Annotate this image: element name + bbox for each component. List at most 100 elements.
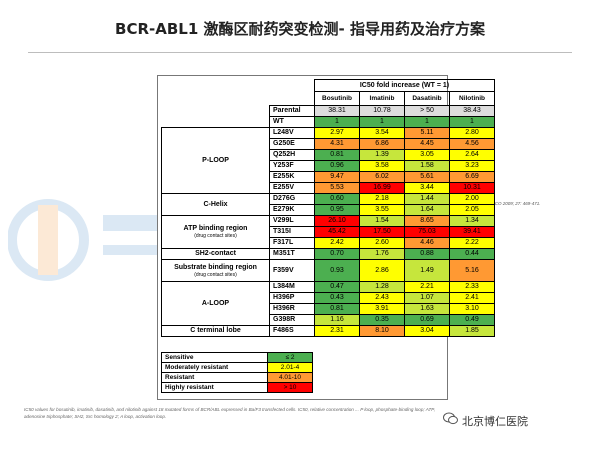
ic50-value: 2.86 <box>359 259 405 282</box>
ic50-value: 2.21 <box>404 281 450 293</box>
legend-row: Sensitive ≤ 2 <box>161 352 313 363</box>
ic50-value: 2.64 <box>449 149 495 161</box>
parental-value: 10.78 <box>359 105 405 117</box>
table-row: ATP binding region (drug contact sites) V2… <box>161 215 495 249</box>
ic50-value: 4.56 <box>449 138 495 150</box>
ic50-value: 5.11 <box>404 127 450 139</box>
region-label: P-LOOP <box>161 127 270 194</box>
ic50-value: 3.55 <box>359 204 405 216</box>
table-row: C terminal lobe F486S 2.31 8.10 3.04 1.85 <box>161 325 495 337</box>
ic50-value: 5.53 <box>314 182 360 194</box>
brand-label: 北京博仁医院 <box>462 415 528 428</box>
legend-label: Moderately resistant <box>161 362 268 373</box>
ic50-table: IC50 fold increase (WT = 1) Bosutinib Imat… <box>161 79 495 337</box>
ic50-value: 2.05 <box>449 204 495 216</box>
ic50-value: 4.46 <box>404 237 450 249</box>
drug-header-row: Bosutinib Imatinib Dasatinib Nilotinib <box>162 91 495 106</box>
ic50-value: 0.44 <box>449 248 495 260</box>
ic50-value: 1.07 <box>404 292 450 304</box>
legend-label: Highly resistant <box>161 382 268 393</box>
drug-header: Bosutinib <box>314 91 360 106</box>
ic50-value: 1.28 <box>359 281 405 293</box>
legend-row: Resistant 4.01-10 <box>161 372 313 383</box>
mutation-label: Q252H <box>269 149 315 161</box>
ic50-value: 2.00 <box>449 193 495 205</box>
ic50-value: 39.41 <box>449 226 495 238</box>
mutation-label: E279K <box>269 204 315 216</box>
ic50-value: 16.99 <box>359 182 405 194</box>
mutation-label: T315I <box>269 226 315 238</box>
table-row: WT 1 1 1 1 <box>162 116 495 128</box>
ic50-value: 3.04 <box>404 325 450 337</box>
ic50-value: 0.81 <box>314 303 360 315</box>
parental-row: Parental 38.31 10.78 > 50 38.43 <box>162 105 495 117</box>
parental-value: > 50 <box>404 105 450 117</box>
ic50-value: 2.41 <box>449 292 495 304</box>
header-blank <box>162 80 315 92</box>
mutation-label: G250E <box>269 138 315 150</box>
ic50-value: 5.61 <box>404 171 450 183</box>
table-row: F317L 2.42 2.60 4.46 2.22 <box>162 237 495 249</box>
legend-value: > 10 <box>267 382 313 393</box>
ic50-value: 75.03 <box>404 226 450 238</box>
ic50-value: 1 <box>314 116 360 128</box>
header-row: IC50 fold increase (WT = 1) <box>162 79 495 92</box>
table-row: T315I 45.42 17.50 75.03 39.41 <box>162 226 495 238</box>
ic50-value: 3.23 <box>449 160 495 172</box>
mutation-label: G398R <box>269 314 315 326</box>
ic50-value: 26.10 <box>314 215 360 227</box>
footnote: IC50 values for bosutinib, imatinib, das… <box>24 407 436 419</box>
legend-label: Sensitive <box>161 352 268 363</box>
ic50-value: 2.97 <box>314 127 360 139</box>
legend-value: ≤ 2 <box>267 352 313 363</box>
ic50-value: 6.69 <box>449 171 495 183</box>
ic50-value: 2.80 <box>449 127 495 139</box>
ic50-value: 3.54 <box>359 127 405 139</box>
table-row: A-LOOP L384M 0.47 1.28 2.21 2.33 <box>161 281 495 326</box>
header-blank <box>162 92 315 106</box>
region-sublabel: (drug contact sites) <box>194 271 237 278</box>
table-row: E255V 5.53 16.99 3.44 10.31 <box>162 182 495 194</box>
ic50-value: 1.49 <box>404 259 450 282</box>
drug-header: Dasatinib <box>404 91 450 106</box>
ic50-value: 0.69 <box>404 314 450 326</box>
region-label <box>162 117 270 128</box>
region-label: C terminal lobe <box>161 325 270 337</box>
mutation-label: F317L <box>269 237 315 249</box>
wechat-icon <box>443 412 458 425</box>
ic50-value: 2.31 <box>314 325 360 337</box>
ic50-value: 4.45 <box>404 138 450 150</box>
legend-label: Resistant <box>161 372 268 383</box>
ic50-value: 8.65 <box>404 215 450 227</box>
mutation-label: E255K <box>269 171 315 183</box>
ic50-value: 0.47 <box>314 281 360 293</box>
mutation-label: D276G <box>269 193 315 205</box>
ic50-value: 1.64 <box>404 204 450 216</box>
ic50-value: 1.16 <box>314 314 360 326</box>
table-row: E279K 0.95 3.55 1.64 2.05 <box>162 204 495 216</box>
ic50-value: 3.58 <box>359 160 405 172</box>
ic50-value: 1.54 <box>359 215 405 227</box>
parental-value: 38.43 <box>449 105 495 117</box>
ic50-value: 0.81 <box>314 149 360 161</box>
region-label: SH2-contact <box>161 248 270 260</box>
mutation-label: E255V <box>269 182 315 194</box>
ic50-value: 1 <box>449 116 495 128</box>
ic50-value: 0.93 <box>314 259 360 282</box>
ic50-value: 3.05 <box>404 149 450 161</box>
ic50-value: 0.88 <box>404 248 450 260</box>
mutation-label: M351T <box>269 248 315 260</box>
ic50-value: 2.43 <box>359 292 405 304</box>
region-label: A-LOOP <box>161 281 270 326</box>
region-blank <box>162 106 270 117</box>
table-row: Substrate binding region (drug contact si… <box>161 259 495 282</box>
mutation-label: F486S <box>269 325 315 337</box>
ic50-value: 0.60 <box>314 193 360 205</box>
mutation-label: L248V <box>269 127 315 139</box>
ic50-value: 2.22 <box>449 237 495 249</box>
mutation-label: V299L <box>269 215 315 227</box>
region-label: ATP binding region (drug contact sites) <box>161 215 270 249</box>
mutation-label: H396R <box>269 303 315 315</box>
ic50-value: 1.85 <box>449 325 495 337</box>
region-label: Substrate binding region (drug contact si… <box>161 259 270 282</box>
